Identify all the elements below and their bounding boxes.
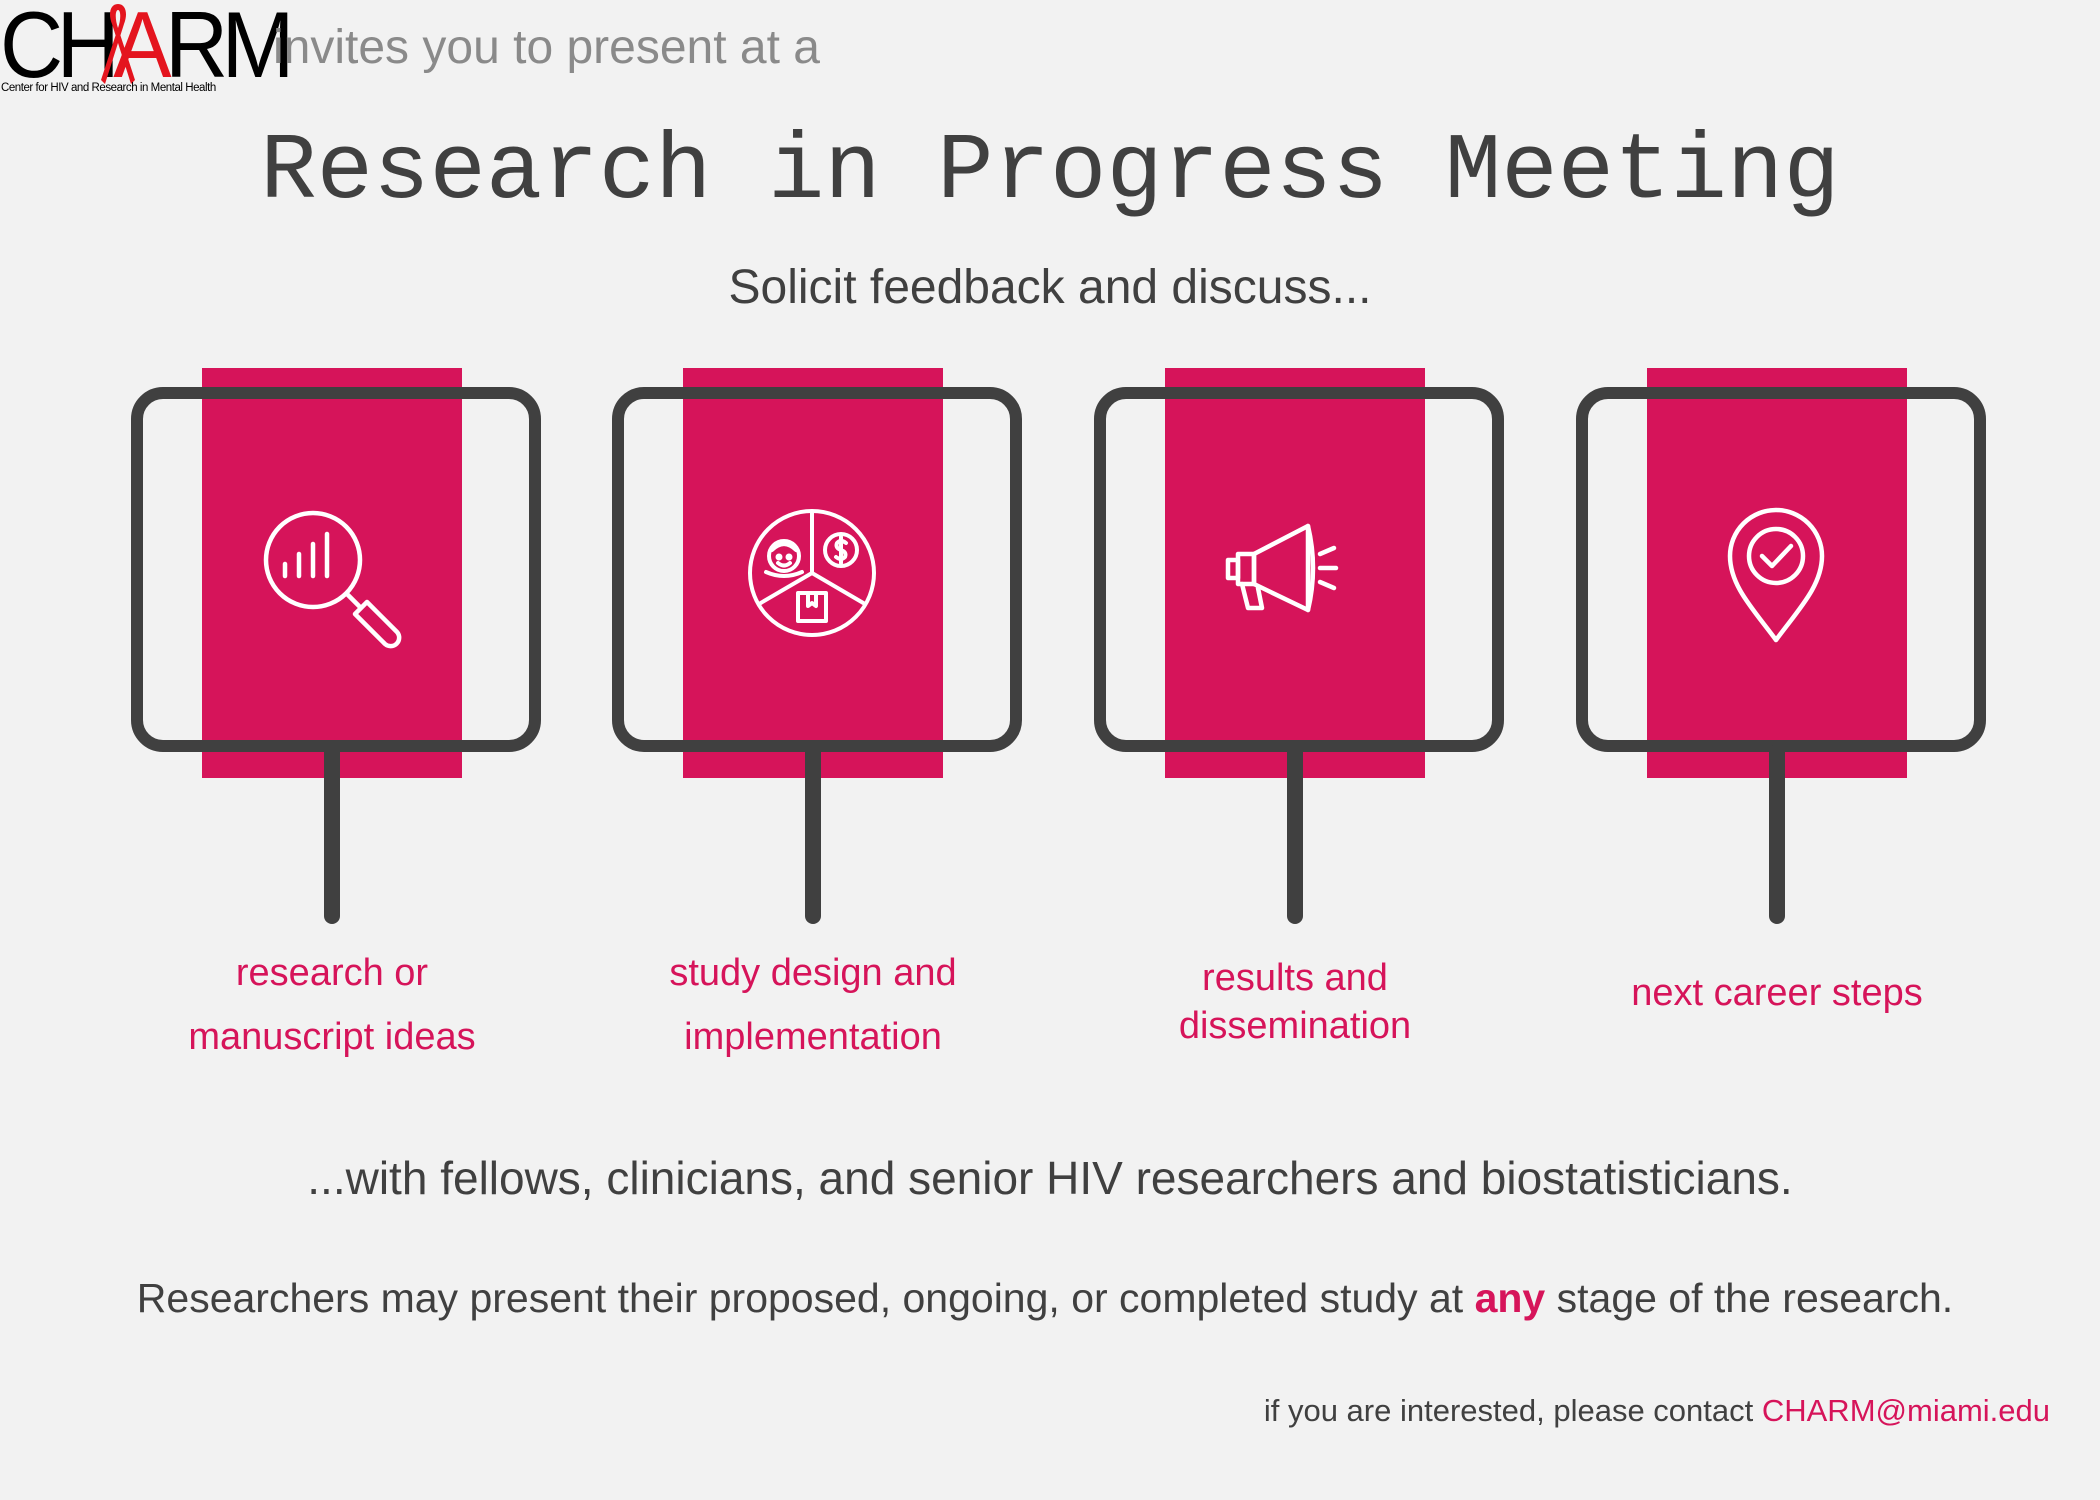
contact-line: if you are interested, please contact CH… xyxy=(1264,1391,2050,1431)
topic-label-line: manuscript ideas xyxy=(188,1016,476,1058)
topic-label-line: next career steps xyxy=(1631,972,1923,1014)
topic-label-results: results and dissemination xyxy=(1085,954,1505,1050)
stage-text-highlight: any xyxy=(1474,1275,1546,1321)
topic-sign-research-ideas xyxy=(131,368,541,928)
topic-label-career: next career steps xyxy=(1567,969,1987,1017)
topic-label-research-ideas: research or manuscript ideas xyxy=(122,941,542,1069)
topic-label-study-design: study design and implementation xyxy=(603,941,1023,1069)
contact-email-link[interactable]: CHARM@miami.edu xyxy=(1761,1393,2050,1428)
topic-sign-results xyxy=(1094,368,1504,928)
page-subtitle: Solicit feedback and discuss... xyxy=(728,261,1372,314)
page-title: Research in Progress Meeting xyxy=(260,120,1840,226)
logo-wordmark: CHARM xyxy=(0,0,294,97)
sign-frame xyxy=(131,368,541,924)
stage-text: Researchers may present their proposed, … xyxy=(0,1270,2090,1326)
megaphone-icon xyxy=(1225,523,1339,613)
topic-sign-study-design xyxy=(612,368,1022,928)
red-ribbon-icon xyxy=(101,4,135,84)
topic-sign-career xyxy=(1576,368,1986,928)
topic-label-line: results and xyxy=(1202,957,1388,999)
magnifier-chart-icon xyxy=(263,510,402,649)
stage-text-before: Researchers may present their proposed, … xyxy=(136,1275,1475,1321)
logo-subtitle: Center for HIV and Research in Mental He… xyxy=(1,82,216,94)
invite-text: invites you to present at a xyxy=(273,21,820,74)
topic-label-line: dissemination xyxy=(1178,1005,1412,1047)
location-pin-check-icon xyxy=(1727,507,1825,643)
topic-label-line: study design and xyxy=(669,952,957,994)
topic-label-line: research or xyxy=(235,952,429,994)
audience-text: ...with fellows, clinicians, and senior … xyxy=(307,1152,1793,1204)
sign-frame xyxy=(1576,368,1986,924)
stage-text-after: stage of the research. xyxy=(1545,1275,1954,1321)
study-design-pie-icon xyxy=(748,509,876,637)
contact-text: if you are interested, please contact xyxy=(1263,1393,1762,1428)
sign-frame xyxy=(1094,368,1504,924)
charm-logo: CHARM Center for HIV and Research in Men… xyxy=(0,0,294,100)
topic-label-line: implementation xyxy=(684,1016,942,1058)
